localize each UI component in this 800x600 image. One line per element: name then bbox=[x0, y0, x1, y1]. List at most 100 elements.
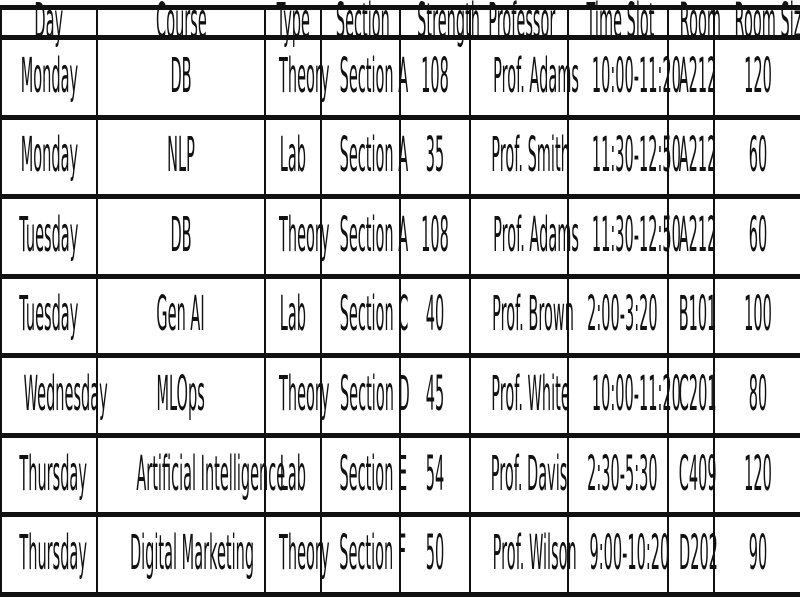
cell-text: 54 bbox=[425, 447, 445, 503]
cell-text: MLOps bbox=[156, 368, 206, 424]
table-cell: C409 bbox=[667, 432, 717, 518]
cell-text: 11:30-12:50 bbox=[591, 208, 681, 264]
table-cell: Monday bbox=[0, 35, 98, 120]
table-cell: D202 bbox=[667, 512, 718, 597]
table-cell: C201 bbox=[667, 353, 717, 438]
table-cell: Section E bbox=[320, 432, 407, 518]
table-cell: NLP bbox=[96, 114, 266, 200]
cell-text: 108 bbox=[421, 208, 449, 264]
table-cell: Prof. Adams bbox=[469, 35, 579, 120]
table-cell: 10:00-11:20 bbox=[567, 35, 681, 120]
cell-text: Lab bbox=[279, 129, 307, 185]
table-cell: 9:00-10:20 bbox=[567, 512, 669, 597]
table-cell: 60 bbox=[713, 194, 800, 279]
cell-text: 2:00-3:20 bbox=[587, 288, 658, 344]
column-header-label: Room bbox=[679, 0, 722, 50]
cell-text: Theory bbox=[278, 368, 330, 424]
column-header-label: Type bbox=[276, 0, 310, 50]
table-cell: Lab bbox=[264, 273, 322, 359]
cell-text: C201 bbox=[678, 368, 717, 424]
column-header: Course bbox=[96, 0, 266, 50]
table-cell: 2:30-5:30 bbox=[567, 432, 669, 518]
table-cell: Digital Marketing bbox=[96, 512, 266, 597]
table-cell: Gen AI bbox=[96, 273, 266, 359]
cell-text: A212 bbox=[678, 208, 717, 264]
cell-text: 90 bbox=[748, 527, 767, 583]
cell-text: DB bbox=[170, 208, 192, 264]
table-cell: 11:30-12:50 bbox=[567, 114, 681, 200]
column-header-label: Strength bbox=[417, 0, 480, 50]
cell-text: Prof. Adams bbox=[493, 208, 579, 264]
cell-text: Digital Marketing bbox=[129, 527, 255, 583]
table-cell: 108 bbox=[399, 194, 471, 279]
table-cell: Prof. Adams bbox=[469, 194, 579, 279]
cell-text: Monday bbox=[20, 49, 78, 105]
cell-text: 11:30-12:50 bbox=[591, 129, 681, 185]
column-header: Room bbox=[667, 0, 721, 50]
cell-text: 40 bbox=[425, 288, 445, 344]
cell-text: Prof. Adams bbox=[493, 49, 579, 105]
cell-text: Prof. Davis bbox=[490, 447, 568, 503]
table-cell: Thursday bbox=[0, 512, 98, 597]
table-cell: 2:00-3:20 bbox=[567, 273, 669, 359]
table-cell: 100 bbox=[713, 273, 800, 359]
table-row: Wednesday MLOps Theory Section D 45 Prof. Whi… bbox=[0, 353, 800, 438]
table-cell: A212 bbox=[667, 194, 717, 279]
table-cell: DB bbox=[96, 35, 266, 120]
column-header: Day bbox=[0, 0, 98, 50]
table-cell: 60 bbox=[713, 114, 800, 200]
cell-text: A212 bbox=[678, 49, 717, 105]
cell-text: 60 bbox=[748, 129, 767, 185]
column-header: Time Slot bbox=[567, 0, 669, 50]
table-cell: MLOps bbox=[96, 353, 266, 438]
cell-text: Section C bbox=[339, 288, 409, 344]
table-cell: Tuesday bbox=[0, 194, 98, 279]
cell-text: Section A bbox=[339, 49, 409, 105]
table-cell: 108 bbox=[399, 35, 471, 120]
table-cell: Prof. Wilson bbox=[469, 512, 577, 597]
table-cell: 80 bbox=[713, 353, 800, 438]
cell-text: Section D bbox=[339, 368, 410, 424]
table-cell: 50 bbox=[399, 512, 471, 597]
cell-text: Gen AI bbox=[156, 288, 206, 344]
cell-text: Wednesday bbox=[23, 368, 108, 424]
cell-text: B101 bbox=[678, 288, 717, 344]
cell-text: Monday bbox=[20, 129, 78, 185]
table-cell: A212 bbox=[667, 35, 717, 120]
table-cell: Prof. White bbox=[469, 353, 570, 438]
table-cell: Section C bbox=[320, 273, 408, 359]
table-cell: Artificial Intelligence bbox=[96, 432, 285, 518]
cell-text: Section A bbox=[339, 129, 409, 185]
cell-text: Thursday bbox=[19, 527, 87, 583]
table-cell: Section A bbox=[320, 35, 408, 120]
table-cell: 90 bbox=[713, 512, 800, 597]
table-cell: Theory bbox=[264, 353, 329, 438]
cell-text: 2:30-5:30 bbox=[587, 447, 658, 503]
cell-text: 50 bbox=[425, 527, 445, 583]
table-cell: A212 bbox=[667, 114, 717, 200]
cell-text: Section E bbox=[339, 447, 408, 503]
cell-text: Prof. Brown bbox=[492, 288, 574, 344]
cell-text: Artificial Intelligence bbox=[136, 447, 286, 503]
cell-text: A212 bbox=[678, 129, 717, 185]
column-header: Strength bbox=[399, 0, 480, 50]
cell-text: Tuesday bbox=[19, 288, 79, 344]
cell-text: 120 bbox=[743, 49, 772, 105]
table-cell: Prof. Smith bbox=[469, 114, 570, 200]
cell-text: Theory bbox=[278, 49, 330, 105]
cell-text: Prof. Wilson bbox=[492, 527, 577, 583]
table-cell: Theory bbox=[264, 194, 329, 279]
table-cell: 120 bbox=[713, 35, 800, 120]
cell-text: Section A bbox=[339, 208, 409, 264]
table-cell: 45 bbox=[399, 353, 471, 438]
cell-text: 35 bbox=[425, 129, 445, 185]
table-cell: Prof. Brown bbox=[469, 273, 574, 359]
table-cell: Section A bbox=[320, 114, 408, 200]
cell-text: Section F bbox=[339, 527, 407, 583]
table-row: Monday NLP Lab Section A 35 Prof. Smith 11:30-… bbox=[0, 114, 800, 200]
column-header-label: Time Slot bbox=[586, 0, 655, 50]
table-cell: 10:00-11:20 bbox=[567, 353, 681, 438]
table-cell: Section D bbox=[320, 353, 410, 438]
table-cell: Section A bbox=[320, 194, 408, 279]
column-header-label: Course bbox=[155, 0, 207, 50]
